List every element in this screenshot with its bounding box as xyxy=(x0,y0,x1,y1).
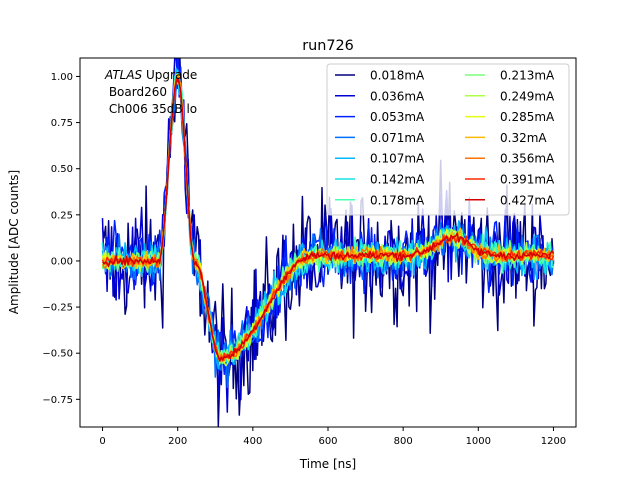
legend-label: 0.249mA xyxy=(500,89,555,103)
y-tick-label: 0.75 xyxy=(51,118,73,129)
y-axis: −0.75 −0.50 −0.25 0.00 0.25 0.50 0.75 1.00 xyxy=(42,72,80,406)
y-tick-label: 1.00 xyxy=(51,72,73,83)
annotation-line-3: Ch006 35dB lo xyxy=(105,102,197,116)
legend-label: 0.427mA xyxy=(500,193,555,207)
y-tick-label: −0.75 xyxy=(42,395,73,406)
legend-label: 0.107mA xyxy=(370,152,425,166)
legend-label: 0.285mA xyxy=(500,110,555,124)
annotation-upgrade: Upgrade xyxy=(142,68,197,82)
x-tick-label: 800 xyxy=(394,436,413,447)
x-tick-label: 1000 xyxy=(466,436,491,447)
x-tick-label: 1200 xyxy=(541,436,566,447)
x-tick-label: 0 xyxy=(99,436,105,447)
legend-label: 0.213mA xyxy=(500,69,555,83)
legend: 0.018mA 0.036mA 0.053mA 0.071mA 0.107mA 0.142… xyxy=(326,63,570,216)
x-tick-label: 200 xyxy=(168,436,187,447)
legend-label: 0.178mA xyxy=(370,193,425,207)
legend-label: 0.071mA xyxy=(370,131,425,145)
series-line-0.427mA xyxy=(101,78,555,362)
annotation-atlas: ATLAS xyxy=(104,68,143,82)
legend-label: 0.053mA xyxy=(370,110,425,124)
annotation: ATLAS Upgrade Board260 Ch006 35dB lo xyxy=(104,68,197,116)
plot-series-layer xyxy=(101,58,555,427)
series-line-0.053mA xyxy=(101,58,555,376)
legend-label: 0.018mA xyxy=(370,69,425,83)
chart-title: run726 xyxy=(302,38,354,54)
series-line-0.391mA xyxy=(101,76,555,362)
y-tick-label: 0.50 xyxy=(51,164,73,175)
y-tick-label: −0.25 xyxy=(42,303,73,314)
legend-label: 0.142mA xyxy=(370,173,425,187)
y-axis-label: Amplitude [ADC counts] xyxy=(7,170,21,314)
legend-label: 0.036mA xyxy=(370,89,425,103)
x-axis-label: Time [ns] xyxy=(299,457,356,471)
y-tick-label: 0.00 xyxy=(51,256,73,267)
y-tick-label: −0.50 xyxy=(42,349,73,360)
annotation-line-1: ATLAS Upgrade xyxy=(104,68,197,82)
x-tick-label: 400 xyxy=(243,436,262,447)
legend-frame xyxy=(326,63,570,216)
x-axis: 0 200 400 600 800 1000 1200 xyxy=(99,427,566,447)
legend-label: 0.32mA xyxy=(500,131,547,145)
legend-label: 0.391mA xyxy=(500,173,555,187)
annotation-line-2: Board260 xyxy=(105,85,167,99)
legend-label: 0.356mA xyxy=(500,152,555,166)
y-tick-label: 0.25 xyxy=(51,210,73,221)
x-tick-label: 600 xyxy=(318,436,337,447)
